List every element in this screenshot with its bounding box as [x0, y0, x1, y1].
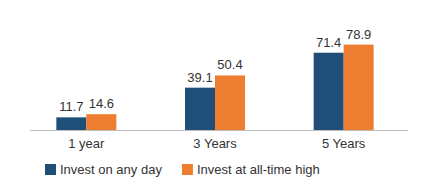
legend-label: Invest at all-time high	[197, 162, 320, 177]
data-label: 11.7	[59, 99, 83, 114]
legend-swatch	[182, 164, 193, 175]
bar	[314, 53, 344, 130]
bar	[56, 117, 86, 130]
bar	[185, 88, 215, 130]
data-label: 50.4	[217, 57, 242, 72]
chart-container: 11.7 39.1 71.4 14.6 50.4 78.9 1 year 3 Years 5 Y…	[0, 0, 430, 193]
bar	[344, 45, 374, 130]
bar	[215, 75, 245, 130]
x-tick-label: 1 year	[68, 136, 105, 151]
legend-label: Invest on any day	[60, 162, 162, 177]
chart-svg: 11.7 39.1 71.4 14.6 50.4 78.9 1 year 3 Years 5 Y…	[0, 0, 430, 193]
data-label: 39.1	[187, 70, 212, 85]
x-tick-label: 5 Years	[322, 136, 366, 151]
legend-swatch	[45, 164, 56, 175]
legend: Invest on any day Invest at all-time high	[45, 162, 320, 177]
bar	[86, 114, 116, 130]
x-axis-line	[30, 130, 408, 131]
data-label: 71.4	[316, 35, 341, 50]
x-tick-label: 3 Years	[193, 136, 237, 151]
bars	[56, 45, 373, 130]
data-label: 14.6	[89, 96, 114, 111]
data-labels: 11.7 39.1 71.4 14.6 50.4 78.9	[59, 27, 371, 115]
data-label: 78.9	[346, 27, 371, 42]
